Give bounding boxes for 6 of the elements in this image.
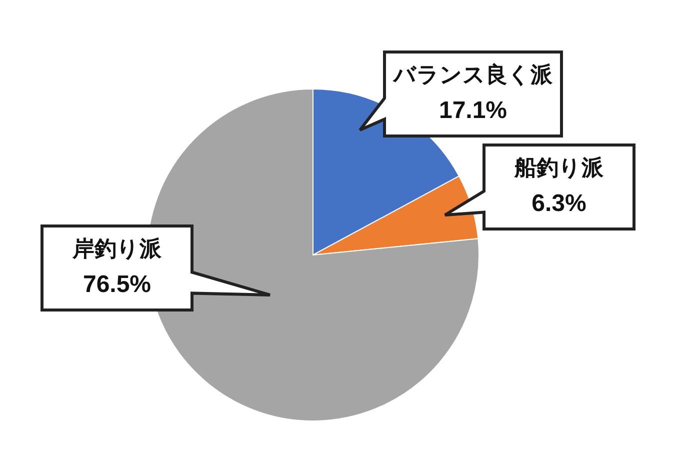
slice-label: 船釣り派 bbox=[514, 156, 604, 181]
slice-label: 岸釣り派 bbox=[72, 237, 162, 262]
slice-label: バランス良く派 bbox=[392, 62, 554, 88]
data-label: 76.5% bbox=[82, 271, 152, 298]
data-label: 6.3% bbox=[532, 190, 586, 217]
data-label: 17.1% bbox=[438, 97, 508, 124]
